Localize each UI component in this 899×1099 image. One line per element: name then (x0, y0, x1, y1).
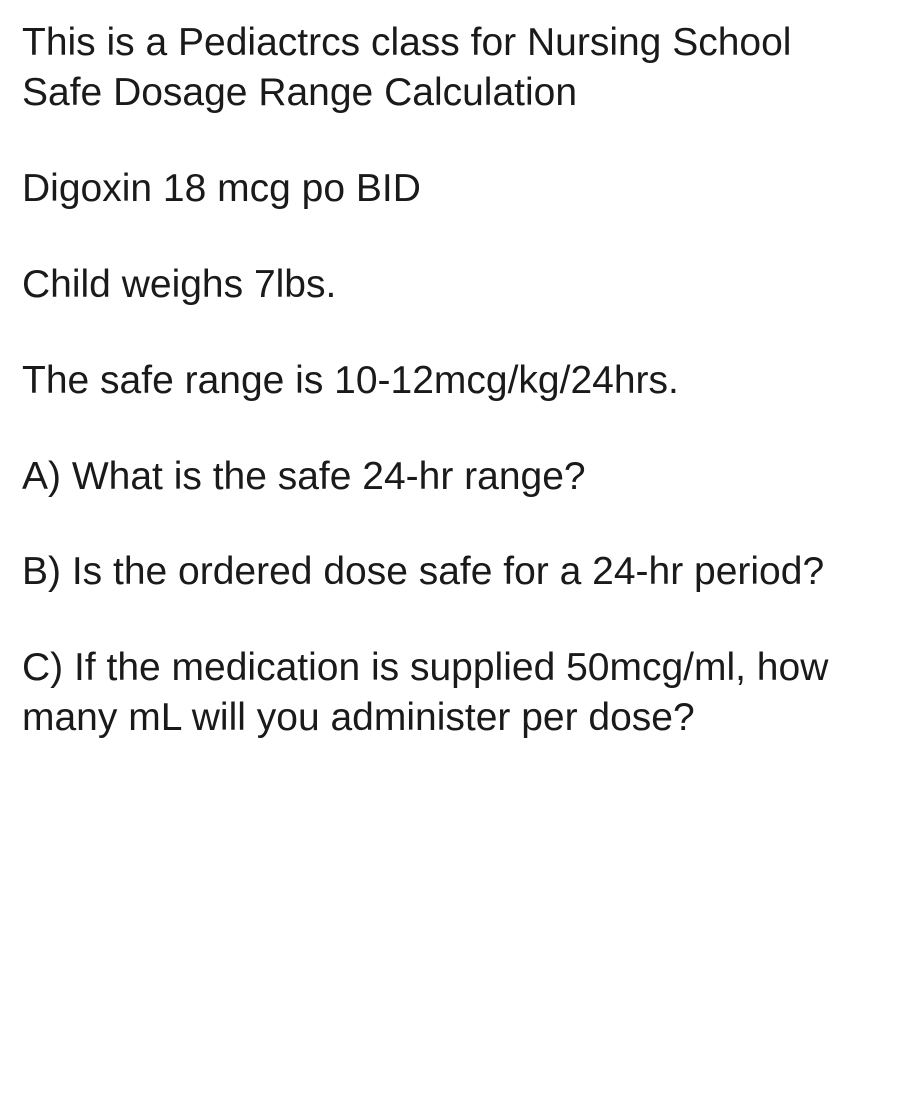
question-b-paragraph: B) Is the ordered dose safe for a 24-hr … (22, 547, 877, 597)
document-page: This is a Pediactrcs class for Nursing S… (0, 0, 899, 765)
order-paragraph: Digoxin 18 mcg po BID (22, 164, 877, 214)
safe-range-paragraph: The safe range is 10-12mcg/kg/24hrs. (22, 356, 877, 406)
intro-paragraph: This is a Pediactrcs class for Nursing S… (22, 18, 877, 118)
weight-paragraph: Child weighs 7lbs. (22, 260, 877, 310)
question-a-paragraph: A) What is the safe 24-hr range? (22, 452, 877, 502)
question-c-paragraph: C) If the medication is supplied 50mcg/m… (22, 643, 877, 743)
